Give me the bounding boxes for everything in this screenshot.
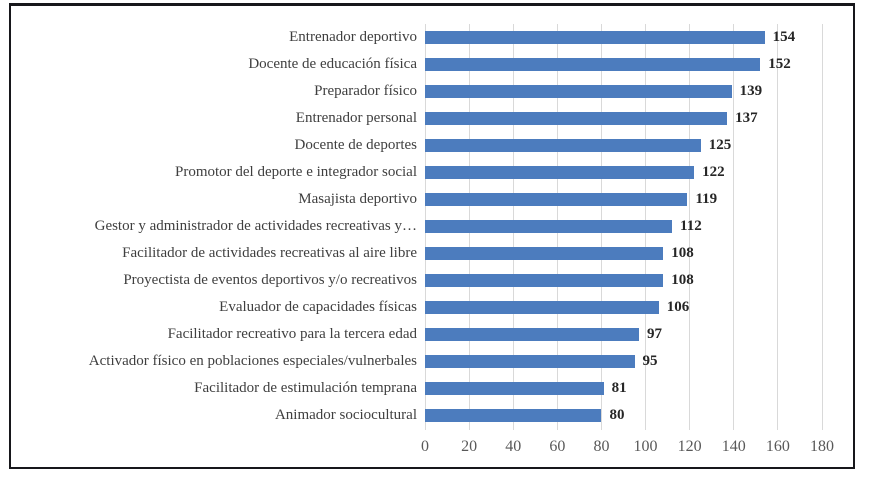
bar-row: Entrenador personal 137	[11, 105, 853, 132]
bar-row: Preparador físico 139	[11, 78, 853, 105]
chart-plot-container: Entrenador deportivo 154 Docente de educac…	[11, 6, 853, 467]
chart-frame: Entrenador deportivo 154 Docente de educac…	[9, 3, 855, 469]
bar	[425, 193, 688, 206]
bar	[425, 112, 728, 125]
value-label: 97	[646, 326, 662, 342]
bar	[425, 382, 604, 395]
gridline	[733, 24, 735, 430]
bar	[425, 301, 659, 314]
value-label: 139	[739, 83, 763, 99]
bar	[425, 139, 701, 152]
bar	[425, 409, 602, 422]
value-label: 81	[611, 380, 627, 396]
bar-row: Facilitador recreativo para la tercera e…	[11, 321, 853, 348]
category-label: Docente de educación física	[248, 56, 417, 72]
bar-row: Entrenador deportivo 154	[11, 24, 853, 51]
x-tick-label: 60	[549, 438, 566, 455]
bar	[425, 58, 761, 71]
value-label: 119	[695, 191, 718, 207]
category-label: Facilitador recreativo para la tercera e…	[167, 326, 417, 342]
category-label: Masajista deportivo	[298, 191, 417, 207]
value-label: 125	[708, 137, 732, 153]
x-tick-label: 20	[461, 438, 478, 455]
category-label: Preparador físico	[314, 83, 417, 99]
category-label: Entrenador deportivo	[289, 29, 417, 45]
category-label: Evaluador de capacidades físicas	[219, 299, 417, 315]
category-label: Gestor y administrador de actividades re…	[94, 218, 417, 234]
bar	[425, 166, 695, 179]
category-label: Facilitador de estimulación temprana	[194, 380, 417, 396]
bar-row: Facilitador de estimulación temprana 81	[11, 375, 853, 402]
x-tick-label: 40	[505, 438, 522, 455]
gridline	[821, 24, 823, 430]
bar	[425, 31, 765, 44]
category-label: Promotor del deporte e integrador social	[174, 164, 417, 180]
bar	[425, 220, 673, 233]
value-label: 112	[680, 218, 702, 234]
bar	[425, 328, 639, 341]
bar-row: Activador físico en poblaciones especial…	[11, 348, 853, 375]
x-tick-label: 80	[593, 438, 610, 455]
value-label: 152	[768, 56, 791, 72]
value-label: 95	[642, 353, 658, 369]
value-label: 108	[671, 245, 694, 261]
gridline	[777, 24, 779, 430]
category-label: Facilitador de actividades recreativas a…	[122, 245, 417, 261]
bar	[425, 355, 635, 368]
value-label: 137	[735, 110, 758, 126]
category-label: Activador físico en poblaciones especial…	[88, 353, 417, 369]
bar-row: Promotor del deporte e integrador social…	[11, 159, 853, 186]
x-tick-label: 160	[765, 438, 790, 455]
bar	[425, 85, 732, 98]
category-label: Animador sociocultural	[274, 407, 417, 423]
value-label: 108	[671, 272, 694, 288]
x-tick-label: 180	[810, 438, 834, 455]
bar-row: Masajista deportivo 119	[11, 186, 853, 213]
bar	[425, 274, 664, 287]
value-label: 154	[772, 29, 796, 45]
x-tick-label: 100	[633, 438, 658, 455]
category-label: Entrenador personal	[295, 110, 417, 126]
bar-row: Proyectista de eventos deportivos y/o re…	[11, 267, 853, 294]
value-label: 106	[666, 299, 690, 315]
category-label: Docente de deportes	[294, 137, 417, 153]
x-tick-label: 120	[677, 438, 702, 455]
x-tick-label: 140	[721, 438, 746, 455]
gridline	[689, 24, 691, 430]
value-label: 122	[702, 164, 725, 180]
bar	[425, 247, 664, 260]
bar-row: Docente de educación física 152	[11, 51, 853, 78]
bar-row: Animador sociocultural 80	[11, 402, 853, 429]
bar-row: Evaluador de capacidades físicas 106	[11, 294, 853, 321]
bar-row: Gestor y administrador de actividades re…	[11, 213, 853, 240]
value-label: 80	[609, 407, 625, 423]
x-tick-label: 0	[421, 438, 429, 455]
category-label: Proyectista de eventos deportivos y/o re…	[123, 272, 417, 288]
bar-row: Docente de deportes 125	[11, 132, 853, 159]
bar-row: Facilitador de actividades recreativas a…	[11, 240, 853, 267]
